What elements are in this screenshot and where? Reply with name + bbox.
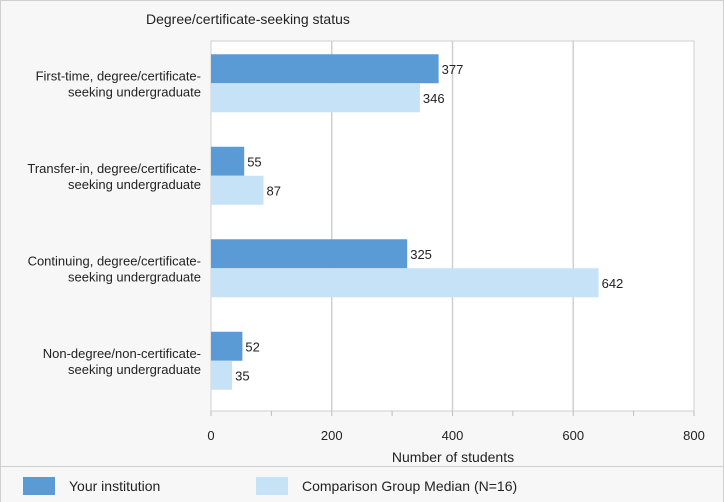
x-tick-label-200: 200 [321, 428, 343, 443]
category-label-0: First-time, degree/certificate-seeking u… [36, 68, 201, 99]
x-tick-labels: 0 200 400 600 800 [207, 428, 704, 443]
x-tick-label-0: 0 [207, 428, 214, 443]
legend-swatch-comparison-median [256, 477, 288, 495]
x-tick-label-600: 600 [562, 428, 584, 443]
data-label-3-series-1: 35 [235, 368, 249, 383]
bar-0-series-0 [211, 54, 439, 84]
legend-item-your-institution: Your institution [23, 477, 160, 495]
bar-0-series-1 [211, 83, 420, 113]
legend-label-comparison-median: Comparison Group Median (N=16) [302, 478, 518, 494]
bar-3-series-0 [211, 331, 243, 361]
bar-1-series-1 [211, 175, 264, 205]
bar-1-series-0 [211, 146, 245, 176]
data-label-3-series-0: 52 [245, 339, 259, 354]
legend-item-comparison-median: Comparison Group Median (N=16) [256, 477, 517, 495]
legend-label-your-institution: Your institution [69, 478, 161, 494]
category-label-3: Non-degree/non-certificate-seeking under… [43, 346, 201, 377]
x-tick-label-400: 400 [442, 428, 464, 443]
x-axis-label: Number of students [392, 449, 514, 465]
data-label-1-series-1: 87 [267, 183, 281, 198]
data-label-2-series-1: 642 [602, 276, 624, 291]
legend-swatch-your-institution [23, 477, 55, 495]
chart-title: Degree/certificate-seeking status [146, 11, 350, 27]
bars: 377 346 55 87 325 642 52 35 [211, 54, 623, 390]
category-label-1: Transfer-in, degree/certificate-seeking … [27, 161, 201, 192]
data-label-2-series-0: 325 [410, 247, 432, 262]
bar-3-series-1 [211, 360, 233, 390]
data-label-1-series-0: 55 [247, 154, 261, 169]
category-labels: First-time, degree/certificate-seeking u… [27, 68, 201, 377]
category-label-2: Continuing, degree/certificate-seeking u… [28, 253, 201, 284]
legend: Your institution Comparison Group Median… [1, 466, 723, 502]
bar-chart: Degree/certificate-seeking status 377 346… [27, 11, 704, 465]
data-label-0-series-0: 377 [442, 62, 464, 77]
x-tick-label-800: 800 [683, 428, 705, 443]
bar-2-series-1 [211, 268, 599, 298]
bar-2-series-0 [211, 239, 408, 269]
data-label-0-series-1: 346 [423, 91, 445, 106]
